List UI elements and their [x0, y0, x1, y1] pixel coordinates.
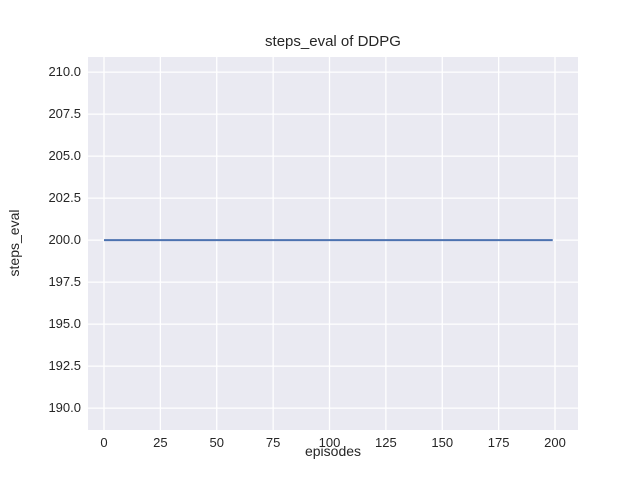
- x-tick-label: 125: [375, 435, 397, 450]
- plot-canvas: [88, 57, 578, 430]
- y-tick-label: 205.0: [48, 148, 81, 164]
- y-tick-label: 202.5: [48, 190, 81, 206]
- y-tick-label: 197.5: [48, 274, 81, 290]
- y-tick-label: 190.0: [48, 400, 81, 416]
- x-tick-label: 150: [431, 435, 454, 450]
- x-tick-label: 200: [544, 435, 566, 450]
- y-tick-label: 210.0: [48, 64, 81, 80]
- x-tick-label: 50: [209, 435, 224, 450]
- y-tick-label: 195.0: [48, 316, 81, 332]
- x-tick-label: 25: [153, 435, 168, 450]
- chart-title: steps_eval of DDPG: [265, 33, 401, 50]
- y-tick-label: 200.0: [48, 232, 81, 248]
- y-tick-label: 192.5: [48, 358, 81, 374]
- y-axis-label-text: steps_eval: [6, 209, 22, 277]
- x-tick-label: 175: [487, 435, 510, 450]
- x-tick-label: 75: [265, 435, 281, 450]
- x-tick-label: 100: [318, 435, 341, 450]
- x-axis-label: episodes: [304, 443, 362, 459]
- axes-background: [88, 57, 578, 430]
- plot-area: [88, 57, 578, 430]
- x-tick-label: 0: [100, 435, 108, 450]
- y-tick-label: 207.5: [48, 106, 81, 122]
